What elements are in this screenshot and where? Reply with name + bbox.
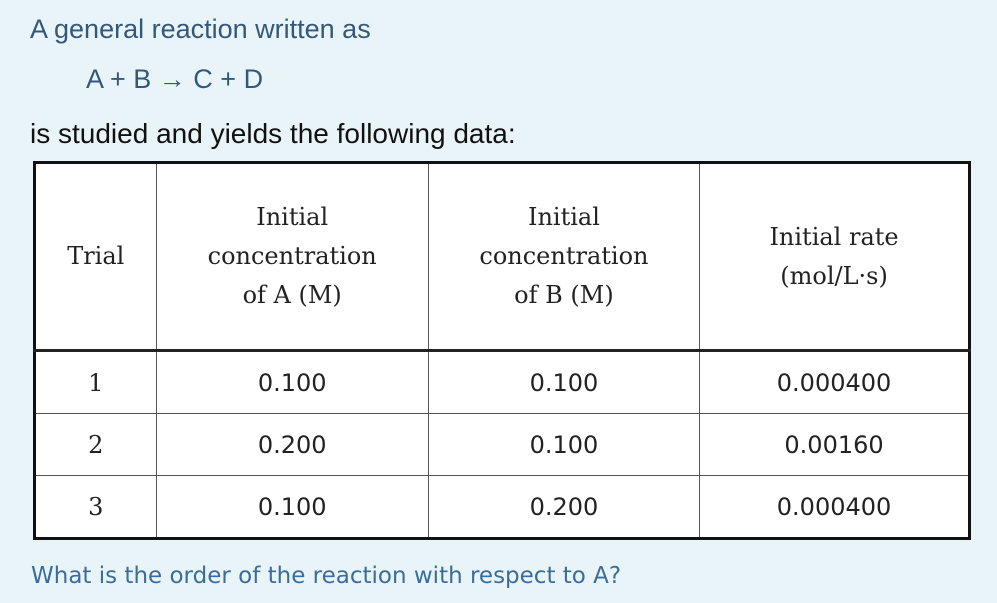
header-line: concentration xyxy=(207,242,377,270)
header-row: Trial Initial concentration of A (M) Initial… xyxy=(34,162,970,352)
table-cell: 0.200 xyxy=(155,413,429,476)
intro-text: A general reaction written as xyxy=(30,14,371,44)
table-cell: 0.00160 xyxy=(699,413,970,476)
statement: is studied and yields the following data… xyxy=(30,118,516,149)
data-table: Trial Initial concentration of A (M) Initial… xyxy=(33,161,971,540)
header-line: Initial rate xyxy=(769,222,899,251)
header-line: of A (M) xyxy=(242,281,342,309)
header-cell: Initial concentration of B (M) xyxy=(427,162,701,352)
header-line: of B (M) xyxy=(514,281,614,309)
table-row: 1 0.100 0.100 0.000400 xyxy=(34,350,970,414)
table-row: 2 0.200 0.100 0.00160 xyxy=(34,413,970,476)
header-cell: Trial xyxy=(34,162,157,352)
header-cell: Initial concentration of A (M) xyxy=(155,162,429,352)
table-cell: 1 xyxy=(34,350,157,414)
table-row: 3 0.100 0.200 0.000400 xyxy=(34,475,970,539)
table-cell: 0.200 xyxy=(427,475,701,539)
table-cell: 3 xyxy=(34,475,157,539)
header-line: concentration xyxy=(479,242,649,270)
header-line: Initial xyxy=(527,203,600,231)
header-cell: Initial rate (mol/L·s) xyxy=(699,162,970,352)
table-cell: 0.000400 xyxy=(699,350,970,414)
table-cell: 0.100 xyxy=(155,475,429,539)
table-body: 1 0.100 0.100 0.000400 2 0.200 0.100 0.00160 3 0.… xyxy=(34,350,970,539)
equation: A + B → C + D xyxy=(86,64,264,94)
header-line: Trial xyxy=(67,242,125,270)
table-cell: 0.100 xyxy=(427,350,701,414)
header-line: Initial xyxy=(256,203,329,231)
question: What is the order of the reaction with r… xyxy=(31,563,622,589)
table-cell: 0.100 xyxy=(427,413,701,476)
table-cell: 2 xyxy=(34,413,157,476)
header-line: (mol/L·s) xyxy=(780,261,888,290)
table-cell: 0.000400 xyxy=(699,475,970,539)
table-cell: 0.100 xyxy=(155,350,429,414)
